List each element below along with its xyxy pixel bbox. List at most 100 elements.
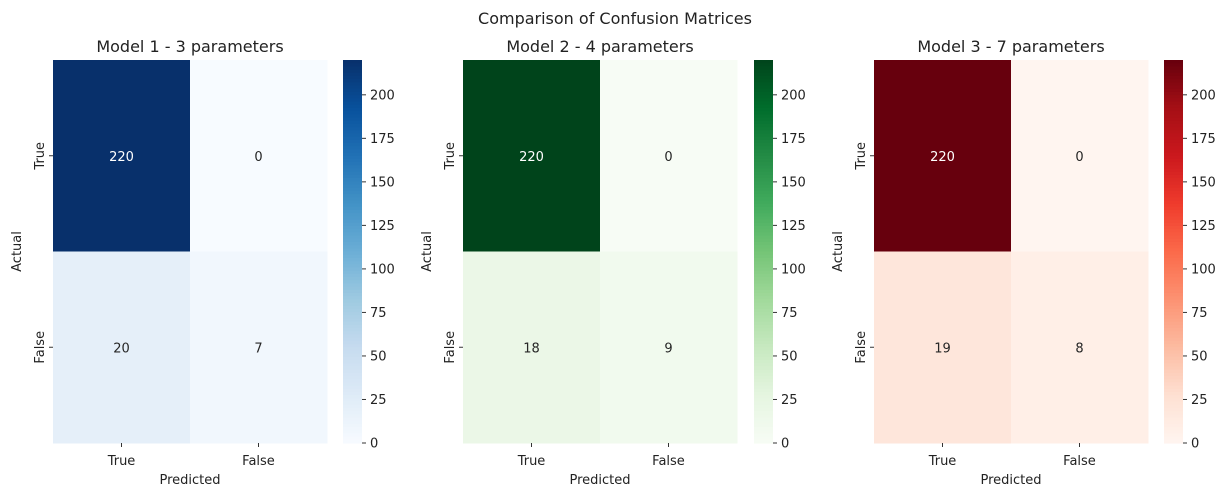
colorbar-segment	[1164, 149, 1183, 154]
colorbar-segment	[754, 245, 773, 249]
colorbar-segment	[343, 270, 362, 275]
colorbar-segment	[1164, 264, 1183, 269]
colorbar-segment	[343, 337, 362, 342]
x-tick-label: False	[242, 454, 275, 469]
colorbar-segment	[343, 331, 362, 336]
colorbar-segment	[1164, 232, 1183, 237]
colorbar-segment	[1164, 411, 1183, 415]
colorbar-segment	[754, 146, 773, 150]
colorbar-segment	[343, 210, 362, 214]
colorbar-segment	[343, 423, 362, 428]
colorbar-segment	[754, 404, 773, 409]
colorbar-segment	[754, 130, 773, 135]
colorbar-segment	[754, 324, 773, 329]
colorbar-segment	[754, 127, 773, 131]
colorbar-segment	[754, 407, 773, 412]
colorbar-segment	[754, 213, 773, 217]
x-tick-label: False	[652, 454, 685, 469]
colorbar-segment	[343, 430, 362, 435]
colorbar-segment	[754, 395, 773, 399]
colorbar-segment	[343, 254, 362, 259]
colorbar-tick-label: 25	[1191, 393, 1208, 408]
heatmap-panel-1: Model 1 - 3 parameters 220 0 20 7 True False Tr…	[10, 37, 395, 488]
colorbar-segment	[1164, 174, 1183, 179]
colorbar-segment	[343, 75, 362, 80]
colorbar-segment	[343, 411, 362, 415]
colorbar-segment	[343, 66, 362, 71]
colorbar-segment	[1164, 216, 1183, 221]
colorbar-segment	[343, 245, 362, 249]
colorbar-segment	[343, 280, 362, 285]
cell-annotation: 220	[930, 150, 955, 165]
colorbar-segment	[1164, 296, 1183, 300]
colorbar-segment	[343, 404, 362, 409]
cell-annotation: 19	[934, 341, 951, 356]
colorbar-segment	[1164, 133, 1183, 138]
colorbar-segment	[1164, 229, 1183, 233]
colorbar-segment	[754, 430, 773, 435]
colorbar-segment	[754, 95, 773, 99]
heatmap-cell	[600, 251, 738, 444]
colorbar-segment	[754, 206, 773, 211]
colorbar-segment	[754, 299, 773, 304]
colorbar-segment	[754, 200, 773, 205]
colorbar-segment	[754, 210, 773, 214]
colorbar-tick-label: 200	[370, 88, 395, 103]
colorbar-segment	[343, 120, 362, 125]
colorbar-segment	[754, 277, 773, 281]
colorbar-segment	[754, 417, 773, 422]
colorbar-segment	[343, 360, 362, 364]
colorbar-segment	[1164, 334, 1183, 339]
colorbar-segment	[1164, 379, 1183, 383]
colorbar-segment	[754, 439, 773, 444]
colorbar-segment	[1164, 142, 1183, 147]
colorbar-segment	[754, 181, 773, 186]
colorbar-tick-label: 25	[370, 393, 387, 408]
colorbar-segment	[1164, 273, 1183, 278]
colorbar-segment	[754, 241, 773, 246]
colorbar-segment	[343, 232, 362, 237]
heatmap-cell	[190, 251, 328, 444]
colorbar-segment	[754, 350, 773, 355]
colorbar-segment	[754, 251, 773, 256]
colorbar-segment	[754, 321, 773, 326]
colorbar-segment	[754, 420, 773, 425]
colorbar-segment	[343, 312, 362, 316]
colorbar-tick-label: 50	[781, 349, 798, 364]
y-axis-label: Actual	[10, 231, 25, 272]
heatmap-cell	[1011, 251, 1149, 444]
colorbar-segment	[1164, 398, 1183, 403]
colorbar-segment	[343, 229, 362, 233]
colorbar-segment	[343, 305, 362, 310]
colorbar-segment	[343, 318, 362, 323]
colorbar-segment	[1164, 187, 1183, 192]
colorbar-segment	[754, 197, 773, 202]
colorbar-segment	[1164, 197, 1183, 202]
colorbar-segment	[1164, 414, 1183, 419]
colorbar-segment	[343, 158, 362, 163]
colorbar-segment	[1164, 328, 1183, 332]
colorbar-segment	[1164, 117, 1183, 122]
colorbar-segment	[754, 398, 773, 403]
colorbar-segment	[754, 385, 773, 390]
colorbar-segment	[343, 299, 362, 304]
y-tick-label: True	[33, 142, 48, 171]
colorbar-segment	[754, 267, 773, 272]
colorbar-segment	[343, 146, 362, 150]
colorbar-segment	[343, 101, 362, 106]
cell-annotation: 0	[254, 150, 262, 165]
colorbar-segment	[343, 213, 362, 217]
colorbar-segment	[343, 241, 362, 246]
colorbar-segment	[754, 75, 773, 80]
colorbar-tick-label: 25	[781, 393, 798, 408]
colorbar-segment	[1164, 130, 1183, 135]
colorbar-segment	[1164, 407, 1183, 412]
colorbar-segment	[1164, 95, 1183, 99]
heatmap-cell	[600, 60, 738, 252]
heatmap-cell	[874, 60, 1012, 252]
colorbar-tick-label: 150	[1191, 175, 1216, 190]
colorbar-segment	[343, 261, 362, 265]
x-axis-label: Predicted	[159, 473, 220, 488]
colorbar-segment	[754, 318, 773, 323]
colorbar-segment	[343, 388, 362, 393]
